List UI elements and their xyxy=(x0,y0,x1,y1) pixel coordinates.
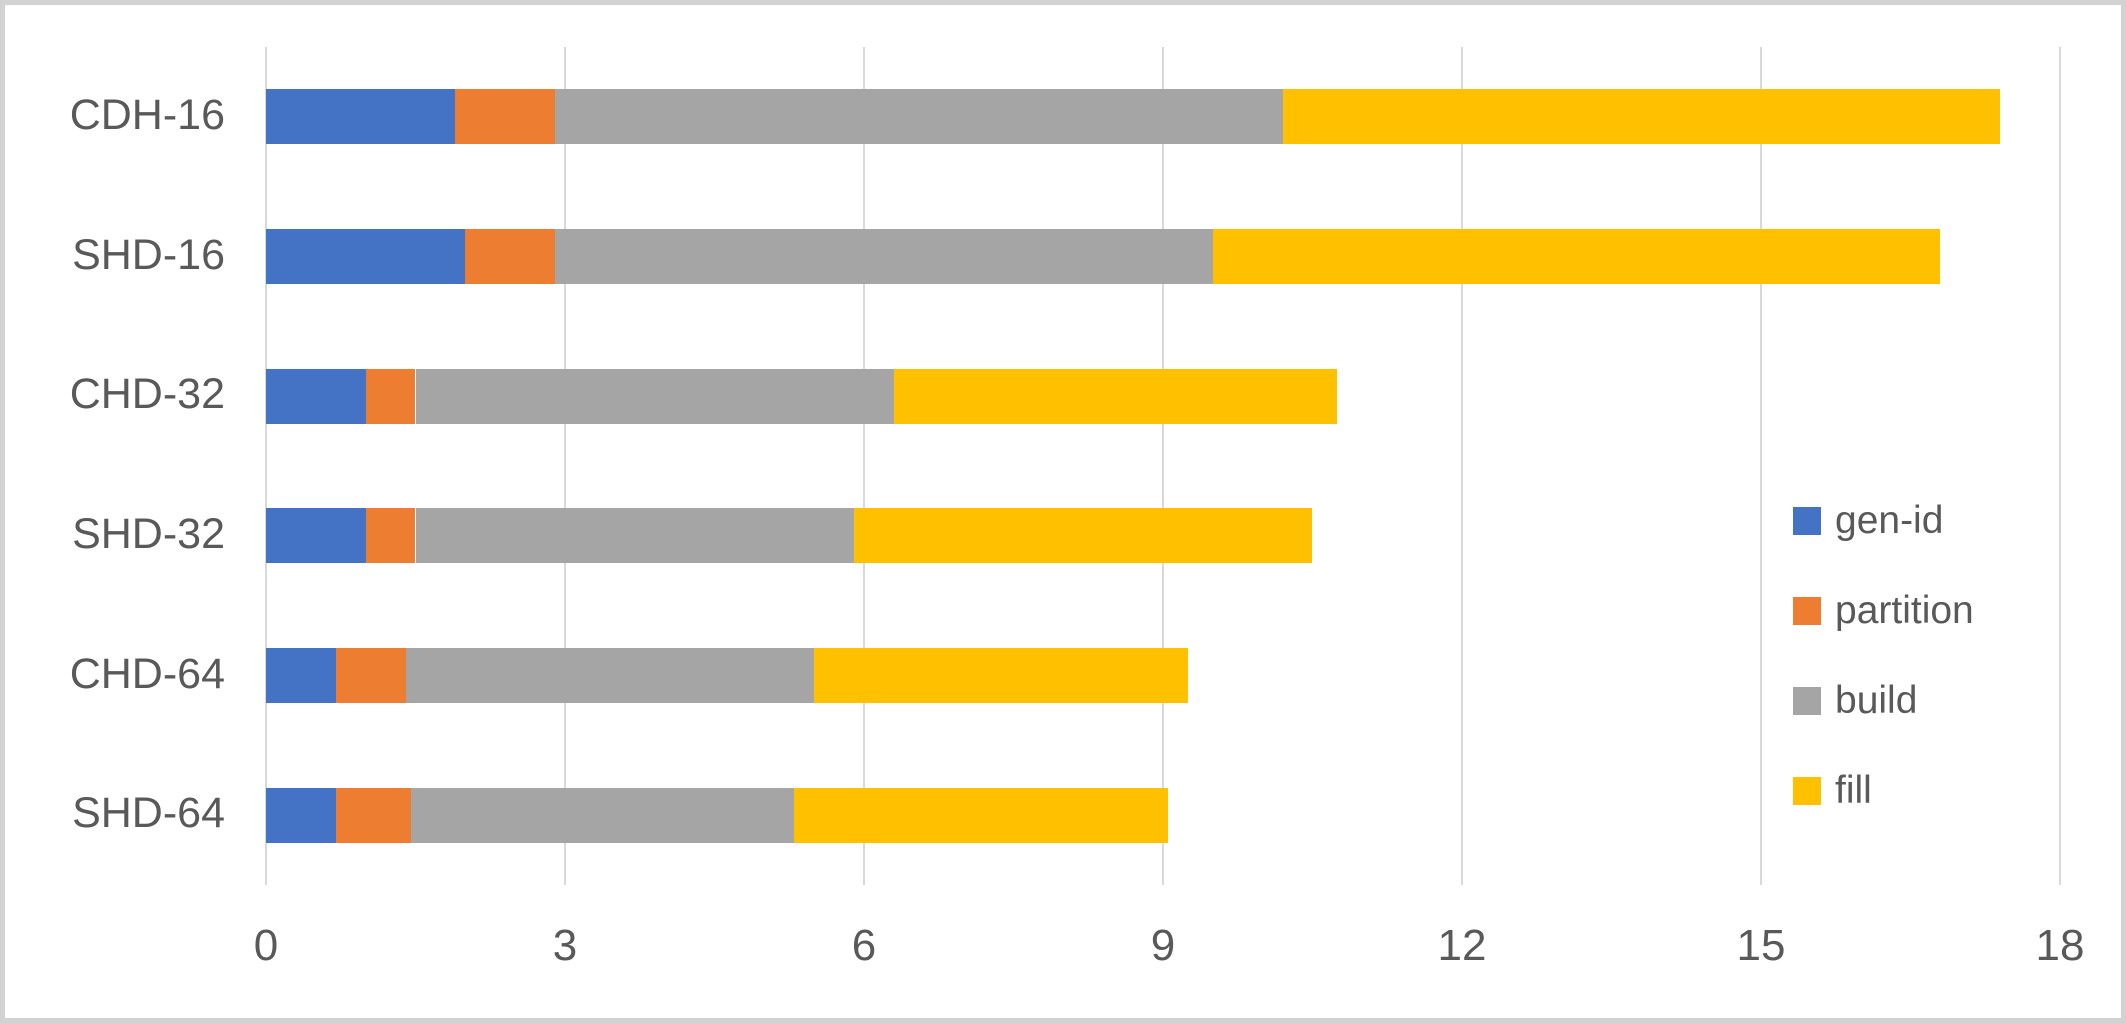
x-tick-label-15: 15 xyxy=(1736,921,1786,970)
legend-marker-partition-icon xyxy=(1793,597,1821,625)
bar-SHD-32-build xyxy=(415,508,855,564)
bar-SHD-16-build xyxy=(555,229,1213,284)
bar-SHD-64-fill xyxy=(794,787,1168,843)
x-tick-label-12: 12 xyxy=(1437,921,1487,970)
category-label-CHD-32: CHD-32 xyxy=(69,370,225,419)
legend-marker-gen-id-icon xyxy=(1793,507,1821,535)
legend-label-build: build xyxy=(1835,679,1918,722)
bar-SHD-64-partition xyxy=(335,787,411,843)
legend-item-gen-id: gen-id xyxy=(1793,476,1974,566)
bar-CHD-64-gen-id xyxy=(266,648,336,703)
x-tick-label-6: 6 xyxy=(851,921,877,970)
bar-CHD-64-build xyxy=(405,648,815,703)
bar-CHD-32-fill xyxy=(893,368,1338,424)
x-tick-label-18: 18 xyxy=(2035,921,2085,970)
gridline-x-18 xyxy=(2059,47,2061,885)
legend: gen-id partition build fill xyxy=(1793,476,1974,836)
legend-label-fill: fill xyxy=(1835,769,1872,812)
legend-label-gen-id: gen-id xyxy=(1835,499,1944,542)
bar-SHD-32-partition xyxy=(365,508,416,564)
gridline-x-12 xyxy=(1461,47,1463,885)
bar-CHD-32-gen-id xyxy=(266,368,366,424)
legend-item-build: build xyxy=(1793,656,1974,746)
gridline-x-15 xyxy=(1760,47,1762,885)
bar-CHD-64-fill xyxy=(814,648,1188,703)
bar-CDH-16-fill xyxy=(1282,89,2001,145)
gridline-x-6 xyxy=(863,47,865,885)
bar-SHD-16-gen-id xyxy=(266,229,466,284)
gridline-x-0 xyxy=(265,47,267,885)
x-tick-label-9: 9 xyxy=(1150,921,1176,970)
legend-marker-fill-icon xyxy=(1793,777,1821,805)
bar-SHD-32-fill xyxy=(854,508,1313,564)
bar-SHD-64-gen-id xyxy=(266,787,336,843)
gridline-x-3 xyxy=(564,47,566,885)
bar-CHD-32-build xyxy=(415,368,894,424)
bar-CDH-16-gen-id xyxy=(266,89,456,145)
bar-CDH-16-partition xyxy=(455,89,556,145)
legend-label-partition: partition xyxy=(1835,589,1974,632)
category-label-CHD-64: CHD-64 xyxy=(69,649,225,698)
x-tick-label-0: 0 xyxy=(253,921,279,970)
bar-SHD-16-fill xyxy=(1212,229,1941,284)
bar-SHD-64-build xyxy=(410,787,795,843)
category-label-CDH-16: CDH-16 xyxy=(69,90,225,139)
bar-SHD-16-partition xyxy=(465,229,556,284)
bar-CHD-32-partition xyxy=(365,368,416,424)
category-label-SHD-32: SHD-32 xyxy=(72,509,225,558)
bar-CDH-16-build xyxy=(555,89,1283,145)
x-tick-label-3: 3 xyxy=(552,921,578,970)
gridline-x-9 xyxy=(1162,47,1164,885)
category-label-SHD-64: SHD-64 xyxy=(72,789,225,838)
bar-SHD-32-gen-id xyxy=(266,508,366,564)
bar-CHD-64-partition xyxy=(335,648,406,703)
category-label-SHD-16: SHD-16 xyxy=(72,230,225,279)
legend-item-fill: fill xyxy=(1793,746,1974,836)
legend-marker-build-icon xyxy=(1793,687,1821,715)
legend-item-partition: partition xyxy=(1793,566,1974,656)
